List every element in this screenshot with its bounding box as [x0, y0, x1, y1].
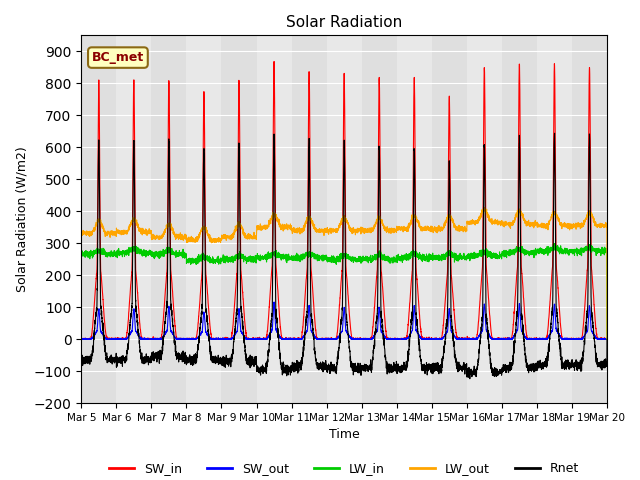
SW_in	[492, 336, 500, 342]
SW_in	[270, 59, 278, 64]
Rnet	[466, 376, 474, 382]
SW_out	[462, 336, 470, 342]
LW_in	[433, 253, 440, 259]
Line: SW_out: SW_out	[81, 302, 607, 339]
Bar	[362, 36, 397, 403]
Rnet	[172, 348, 180, 353]
Rnet	[433, 364, 440, 370]
SW_out	[492, 336, 500, 342]
LW_out	[603, 336, 611, 342]
SW_in	[462, 336, 470, 342]
Bar	[432, 36, 467, 403]
Bar	[572, 36, 607, 403]
Title: Solar Radiation: Solar Radiation	[286, 15, 403, 30]
SW_out	[603, 336, 611, 342]
SW_out	[603, 336, 611, 342]
SW_in	[433, 336, 441, 342]
LW_out	[492, 220, 499, 226]
Line: LW_out: LW_out	[81, 207, 607, 339]
Line: LW_in: LW_in	[81, 243, 607, 339]
LW_in	[462, 256, 470, 262]
SW_out	[270, 299, 278, 305]
SW_out	[172, 336, 180, 341]
LW_in	[602, 249, 610, 254]
LW_out	[324, 228, 332, 233]
SW_in	[77, 336, 85, 342]
SW_out	[77, 336, 85, 342]
LW_out	[602, 224, 610, 229]
LW_out	[77, 231, 85, 237]
SW_in	[603, 336, 611, 342]
SW_in	[172, 331, 180, 336]
LW_in	[603, 336, 611, 342]
Rnet	[550, 131, 558, 136]
Rnet	[603, 362, 611, 368]
Rnet	[603, 336, 611, 342]
Bar	[502, 36, 537, 403]
Bar	[152, 36, 186, 403]
Rnet	[492, 369, 499, 375]
Bar	[81, 36, 116, 403]
SW_in	[603, 336, 611, 342]
SW_out	[324, 336, 332, 342]
Rnet	[324, 367, 332, 372]
Y-axis label: Solar Radiation (W/m2): Solar Radiation (W/m2)	[15, 146, 28, 292]
LW_out	[433, 227, 440, 232]
Bar	[221, 36, 257, 403]
LW_in	[172, 251, 180, 257]
X-axis label: Time: Time	[329, 429, 360, 442]
LW_in	[324, 257, 332, 263]
SW_in	[77, 336, 85, 342]
LW_out	[172, 234, 180, 240]
SW_out	[77, 336, 85, 342]
Line: SW_in: SW_in	[81, 61, 607, 339]
SW_in	[324, 336, 332, 341]
LW_in	[492, 252, 499, 257]
SW_out	[433, 336, 441, 342]
Line: Rnet: Rnet	[81, 133, 607, 379]
LW_in	[550, 240, 558, 246]
Text: BC_met: BC_met	[92, 51, 144, 64]
LW_out	[481, 204, 488, 210]
Rnet	[462, 366, 470, 372]
LW_in	[77, 251, 85, 257]
LW_out	[462, 226, 470, 232]
Bar	[292, 36, 326, 403]
Legend: SW_in, SW_out, LW_in, LW_out, Rnet: SW_in, SW_out, LW_in, LW_out, Rnet	[104, 457, 584, 480]
Rnet	[77, 357, 85, 362]
